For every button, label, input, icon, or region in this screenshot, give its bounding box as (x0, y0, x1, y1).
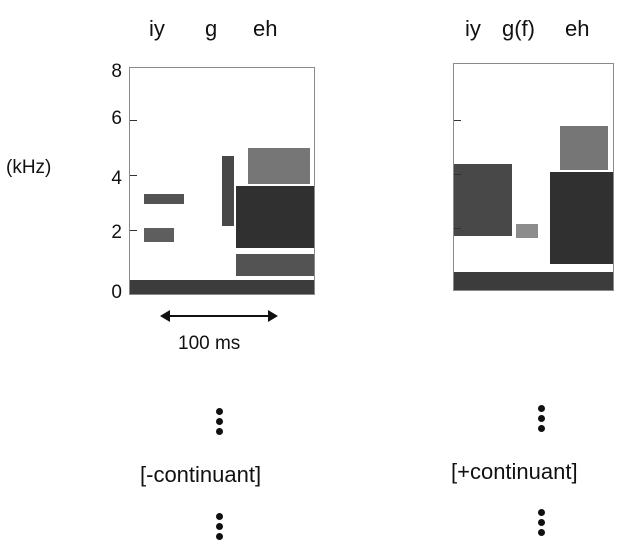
left-spectrogram (129, 67, 315, 295)
right-spectrogram (453, 63, 614, 291)
time-scale-label: 100 ms (178, 333, 241, 354)
right-ellipsis-upper (537, 405, 547, 435)
y-tick-2: 2 (111, 222, 122, 243)
right-spectrogram-energy (454, 126, 613, 290)
y-tick-4: 4 (111, 168, 122, 189)
right-segment-gf: g(f) (502, 16, 535, 41)
right-tick-mark-4 (454, 174, 461, 175)
y-axis-unit-label: (kHz) (6, 157, 52, 178)
right-tick-mark-2 (454, 228, 461, 229)
left-segment-eh: eh (253, 16, 278, 41)
right-tick-mark-6 (454, 120, 461, 121)
y-tick-6: 6 (111, 108, 122, 129)
left-tick-mark-2 (130, 230, 137, 231)
left-ellipsis-lower (215, 513, 225, 543)
y-tick-0: 0 (111, 282, 122, 303)
left-segment-g: g (205, 16, 218, 41)
left-feature-label: [-continuant] (140, 462, 262, 487)
left-tick-mark-4 (130, 175, 137, 176)
right-segment-eh: eh (565, 16, 590, 41)
y-tick-8: 8 (111, 61, 122, 82)
left-ellipsis-upper (215, 408, 225, 438)
left-spectrogram-energy (130, 148, 314, 294)
time-scale-arrow (160, 310, 278, 322)
left-tick-mark-6 (130, 120, 137, 121)
right-feature-label: [+continuant] (451, 459, 578, 484)
left-segment-iy: iy (149, 16, 165, 41)
right-ellipsis-lower (537, 509, 547, 539)
right-segment-iy: iy (465, 16, 481, 41)
